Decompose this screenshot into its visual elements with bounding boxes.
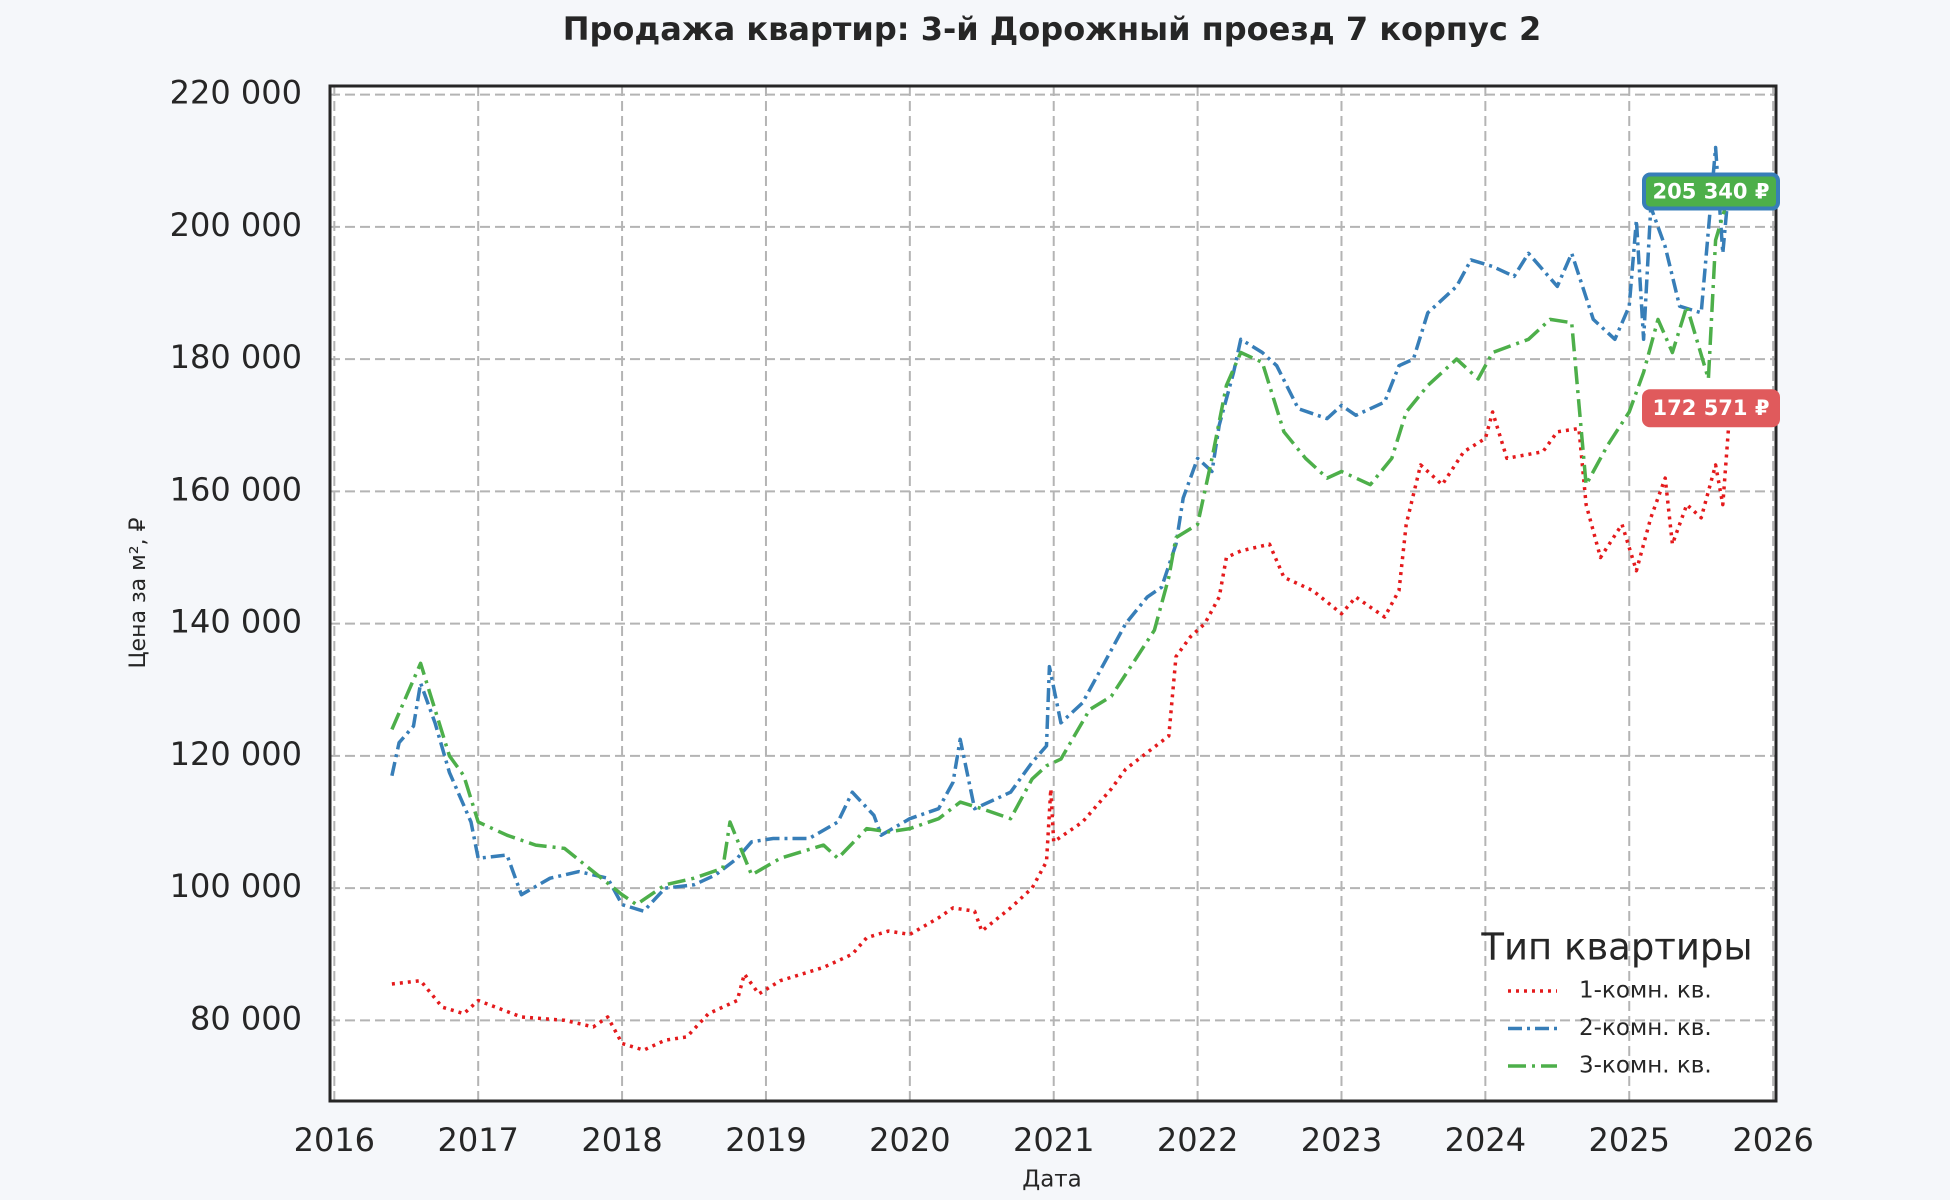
y-tick-label: 180 000 (170, 338, 302, 376)
x-tick-label: 2023 (1301, 1121, 1382, 1159)
legend-title: Тип квартиры (1480, 926, 1752, 969)
y-tick-label: 100 000 (170, 867, 302, 905)
chart-title: Продажа квартир: 3-й Дорожный проезд 7 к… (563, 10, 1542, 48)
annotation-box (1642, 389, 1780, 428)
legend: Тип квартиры 1-комн. кв. 2-комн. кв. 3-ком… (1480, 926, 1752, 1079)
x-tick-label: 2020 (869, 1121, 950, 1159)
lines (390, 145, 1732, 1052)
series-line (391, 408, 1732, 1052)
x-tick-label: 2026 (1732, 1121, 1813, 1159)
y-tick-label: 220 000 (170, 74, 302, 112)
legend-label: 2-комн. кв. (1579, 1015, 1712, 1041)
annotation-text: 205 340 ₽ (1653, 180, 1770, 204)
x-tick-label: 2017 (437, 1121, 518, 1159)
y-tick-label: 160 000 (170, 470, 302, 508)
annotations: 205 340 ₽ 172 571 ₽ (1642, 172, 1780, 428)
y-axis-label: Цена за м², ₽ (126, 517, 151, 668)
x-tick-label: 2025 (1589, 1121, 1670, 1159)
y-tick-label: 120 000 (170, 735, 302, 773)
x-tick-label: 2018 (581, 1121, 662, 1159)
y-tick-label: 140 000 (170, 603, 302, 641)
grid (330, 86, 1776, 1101)
series-line (390, 191, 1732, 907)
x-axis-label: Дата (1022, 1167, 1082, 1193)
plot-frame (328, 84, 1778, 1103)
y-tick-label: 80 000 (190, 999, 302, 1037)
legend-label: 1-комн. кв. (1579, 978, 1712, 1004)
annotation-box (1642, 172, 1780, 211)
x-tick-label: 2024 (1445, 1121, 1526, 1159)
x-tick-label: 2016 (294, 1121, 375, 1159)
x-tick-label: 2022 (1157, 1121, 1238, 1159)
x-tick-label: 2019 (725, 1121, 806, 1159)
y-tick-label: 200 000 (170, 206, 302, 244)
annotation-text: 172 571 ₽ (1653, 396, 1770, 420)
legend-label: 3-комн. кв. (1579, 1053, 1712, 1079)
series-line (390, 145, 1732, 913)
x-tick-label: 2021 (1013, 1121, 1094, 1159)
